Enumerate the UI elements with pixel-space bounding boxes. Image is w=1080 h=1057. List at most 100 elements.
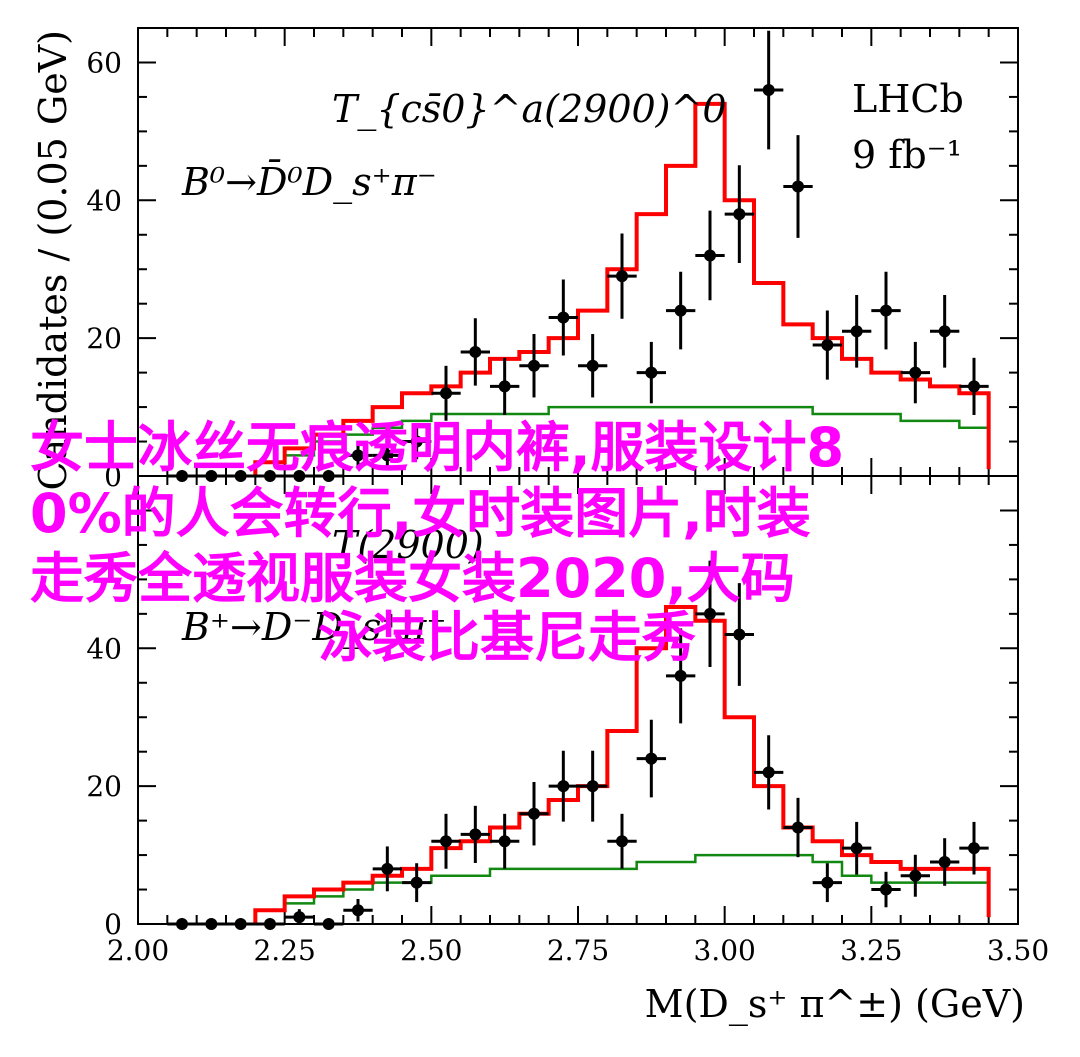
data-marker xyxy=(498,835,511,848)
data-marker xyxy=(176,918,188,930)
data-marker xyxy=(352,904,364,917)
data-point xyxy=(519,334,549,398)
data-marker xyxy=(557,311,570,324)
data-point xyxy=(754,30,784,150)
data-point xyxy=(842,294,872,368)
x-tick-label: 2.75 xyxy=(547,934,609,967)
data-point xyxy=(666,628,696,724)
overlay-line-2: 0%的人会转行,女时装图片,时装 xyxy=(30,482,811,545)
data-marker xyxy=(440,387,452,400)
x-tick-label: 2.00 xyxy=(107,934,169,967)
data-point xyxy=(402,863,432,903)
data-point xyxy=(812,310,842,380)
data-marker xyxy=(410,435,423,448)
data-marker xyxy=(440,835,452,848)
bottom-panel-y-tick-labels: 0 20 40 xyxy=(86,632,122,941)
data-point xyxy=(343,899,373,922)
y-tick-label: 40 xyxy=(86,632,122,665)
top-panel-y-tick-labels: 0 20 40 60 xyxy=(86,46,122,493)
data-point xyxy=(372,846,402,892)
data-point xyxy=(490,813,520,869)
data-point xyxy=(842,821,872,875)
data-marker xyxy=(909,869,922,882)
data-marker xyxy=(938,325,951,338)
data-marker xyxy=(528,807,540,820)
overlay-line-1: 女士冰丝无痕透明内裤,服装设计8 xyxy=(30,416,844,479)
y-tick-label: 20 xyxy=(86,322,122,355)
data-point xyxy=(548,750,578,822)
watermark-overlay: 女士冰丝无痕透明内裤,服装设计8 0%的人会转行,女时装图片,时装 走秀全透视服… xyxy=(30,416,844,669)
overlay-line-3: 走秀全透视服装女装2020,大码 xyxy=(30,547,795,610)
data-marker xyxy=(352,449,364,462)
y-tick-label: 40 xyxy=(86,184,122,217)
x-tick-labels: 2.00 2.25 2.50 2.75 3.00 3.25 3.50 xyxy=(107,934,1049,967)
data-marker xyxy=(792,821,804,834)
data-marker xyxy=(704,249,716,262)
y-tick-label: 0 xyxy=(104,908,122,941)
luminosity-label: 9 fb⁻¹ xyxy=(852,133,962,177)
bottom-resonance-label: T(2900) xyxy=(332,523,484,567)
data-marker xyxy=(469,828,482,841)
x-tick-label: 2.50 xyxy=(400,934,462,967)
data-marker xyxy=(880,883,892,896)
data-marker xyxy=(968,380,980,393)
data-point xyxy=(871,271,901,350)
background-fit-line xyxy=(254,405,990,476)
data-point xyxy=(226,918,256,930)
data-marker xyxy=(733,628,746,641)
data-marker xyxy=(762,766,775,779)
data-point xyxy=(460,805,490,863)
data-point xyxy=(578,750,608,822)
data-marker xyxy=(821,876,834,889)
data-marker xyxy=(528,359,540,372)
data-point xyxy=(724,583,754,686)
x-tick-label: 3.50 xyxy=(987,934,1049,967)
data-marker xyxy=(557,780,570,793)
data-point xyxy=(314,918,344,930)
overlay-line-4: 泳装比基尼走秀 xyxy=(318,606,696,669)
data-point xyxy=(636,719,666,798)
top-decay-label: B⁰→D̄⁰D_s⁺π⁻ xyxy=(181,160,437,205)
data-point xyxy=(490,357,520,415)
data-marker xyxy=(850,842,863,855)
data-point xyxy=(812,863,842,903)
data-marker xyxy=(586,780,599,793)
data-marker xyxy=(674,304,687,317)
data-marker xyxy=(938,855,951,868)
x-tick-label: 2.25 xyxy=(253,934,315,967)
data-point xyxy=(900,341,930,404)
data-marker xyxy=(704,607,716,620)
bottom-panel: 0 20 40 T(2900) B⁺→D⁻D_s⁺π⁺ xyxy=(86,475,1019,941)
data-point xyxy=(431,365,461,421)
data-marker xyxy=(234,918,247,930)
data-point xyxy=(460,318,490,386)
data-point xyxy=(636,341,666,404)
data-marker xyxy=(762,84,775,97)
data-point xyxy=(754,735,784,810)
data-point xyxy=(607,813,637,869)
bottom-total-fit xyxy=(253,604,991,924)
data-point xyxy=(695,560,725,668)
lhcb-label: LHCb xyxy=(852,77,964,121)
data-marker xyxy=(586,359,599,372)
bottom-data-points xyxy=(167,560,989,930)
data-marker xyxy=(792,180,804,193)
data-marker xyxy=(322,918,335,930)
data-point xyxy=(783,135,813,238)
data-marker xyxy=(616,270,628,283)
data-marker xyxy=(410,876,423,889)
data-marker xyxy=(821,339,834,352)
top-resonance-label: T_{cs̄0}^a(2900)^0 xyxy=(332,87,727,132)
data-point xyxy=(343,441,373,470)
data-point xyxy=(196,918,226,930)
data-marker xyxy=(381,862,394,875)
data-point xyxy=(695,210,725,301)
data-point xyxy=(900,854,930,897)
bottom-panel-ticks xyxy=(137,475,1019,925)
top-background-fit xyxy=(254,405,990,476)
data-point xyxy=(607,233,637,319)
data-point xyxy=(871,871,901,908)
data-point xyxy=(959,357,989,415)
data-marker xyxy=(205,918,218,930)
data-marker xyxy=(968,842,980,855)
